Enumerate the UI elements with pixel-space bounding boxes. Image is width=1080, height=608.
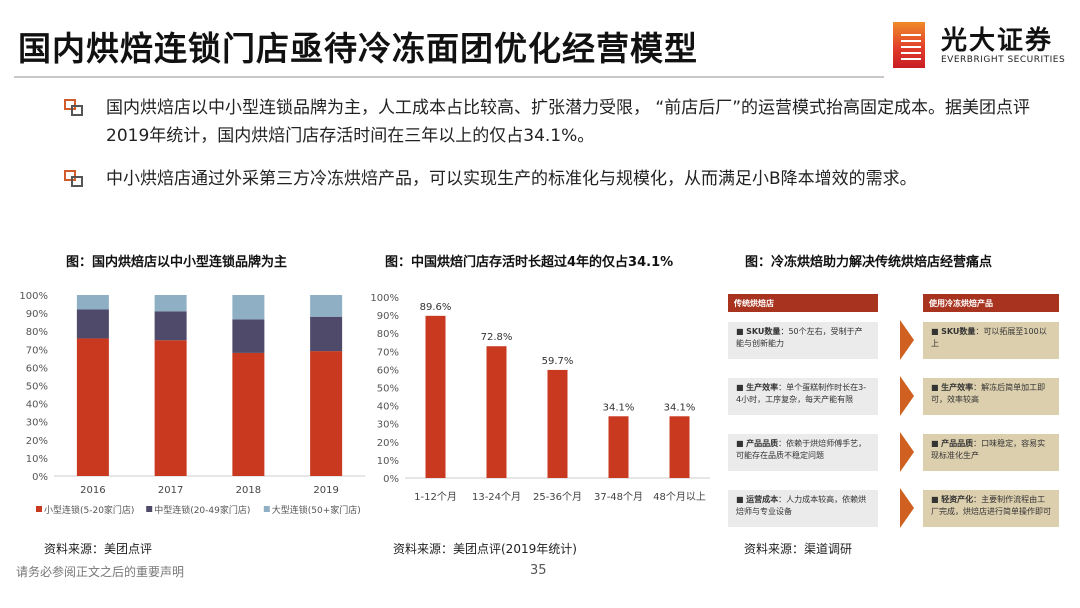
everbright-logo: 光大证券 EVERBRIGHT SECURITIES xyxy=(893,20,1073,72)
y-tick-label: 20% xyxy=(26,436,48,447)
x-tick-label: 48个月以上 xyxy=(653,491,706,503)
y-tick-label: 100% xyxy=(19,291,48,302)
frozen-point: ■ 生产效率：解冻后简单加工即可，效率较高 xyxy=(923,378,1059,415)
source-1: 资料来源：美团点评 xyxy=(44,542,153,556)
traditional-point: ■ SKU数量：50个左右，受制于产能与创新能力 xyxy=(728,322,878,359)
x-tick-label: 2019 xyxy=(313,485,338,496)
bar-segment xyxy=(154,311,187,341)
source-2: 资料来源：美团点评(2019年统计) xyxy=(393,542,577,556)
bullet-icon xyxy=(64,99,84,117)
source-3: 资料来源：渠道调研 xyxy=(744,542,853,556)
y-tick-label: 70% xyxy=(26,345,48,356)
right-header: 使用冷冻烘焙产品 xyxy=(923,294,1059,312)
legend-swatch xyxy=(263,506,270,512)
bar-segment xyxy=(76,309,109,339)
y-tick-label: 10% xyxy=(26,454,48,465)
bar xyxy=(425,315,446,478)
y-tick-label: 40% xyxy=(26,400,48,411)
page-number: 35 xyxy=(530,563,547,578)
y-tick-label: 0% xyxy=(32,472,48,483)
x-tick-label: 13-24个月 xyxy=(472,491,521,503)
bar xyxy=(669,416,690,478)
data-label: 89.6% xyxy=(420,302,452,313)
bar-chart: 0% 10% 20% 30% 40% 50% 60% 70% 80% 90% 100% 89.6% 1-… xyxy=(370,293,710,503)
chart1-title: 图：国内烘焙店以中小型连锁品牌为主 xyxy=(66,255,288,270)
disclaimer-footer: 请务必参阅正文之后的重要声明 xyxy=(16,565,185,579)
bar-segment xyxy=(76,295,109,310)
bar-segment xyxy=(310,316,343,352)
legend-label: 中型连锁(20-49家门店) xyxy=(154,504,250,516)
legend-label: 小型连锁(5-20家门店) xyxy=(44,504,134,516)
y-tick-label: 0% xyxy=(383,474,399,485)
y-tick-label: 60% xyxy=(26,363,48,374)
frozen-point: ■ 轻资产化：主要制作流程由工厂完成，烘焙店进行简单操作即可 xyxy=(923,490,1059,527)
bullet-icon xyxy=(64,170,84,188)
y-tick-label: 100% xyxy=(370,293,399,304)
bar-segment xyxy=(154,295,187,312)
frozen-point: ■ SKU数量：可以拓展至100以上 xyxy=(923,322,1059,359)
logo-mark-icon xyxy=(893,22,925,68)
diagram-title: 图：冷冻烘焙助力解决传统烘焙店经营痛点 xyxy=(745,255,993,270)
y-tick-label: 50% xyxy=(377,384,399,395)
x-tick-label: 2017 xyxy=(158,485,183,496)
legend-swatch xyxy=(36,506,42,512)
x-tick-label: 37-48个月 xyxy=(594,491,643,503)
stacked-bar-chart: 0% 10% 20% 30% 40% 50% 60% 70% 80% 90% 100% 2016 201… xyxy=(19,291,365,516)
data-label: 72.8% xyxy=(481,332,513,343)
legend-swatch xyxy=(146,506,153,512)
bar-segment xyxy=(154,340,187,476)
y-tick-label: 80% xyxy=(377,329,399,340)
y-tick-label: 80% xyxy=(26,327,48,338)
y-tick-label: 60% xyxy=(377,365,399,376)
bar-segment xyxy=(232,319,265,353)
y-tick-label: 50% xyxy=(26,382,48,393)
x-tick-label: 2018 xyxy=(236,485,261,496)
data-label: 34.1% xyxy=(664,402,696,413)
data-label: 59.7% xyxy=(542,356,574,367)
bullet-2: 中小烘焙店通过外采第三方冷冻烘焙产品，可以实现生产的标准化与规模化，从而满足小B… xyxy=(64,165,1056,193)
bar xyxy=(486,346,507,478)
pain-point-diagram: 传统烘焙店 使用冷冻烘焙产品 ■ SKU数量：50个左右，受制于产能与创新能力 ■… xyxy=(728,294,1060,528)
y-tick-label: 40% xyxy=(377,402,399,413)
y-tick-label: 30% xyxy=(26,418,48,429)
title-divider xyxy=(14,76,884,78)
chart2-title: 图：中国烘焙门店存活时长超过4年的仅占34.1% xyxy=(385,255,674,270)
bullet-1: 国内烘焙店以中小型连锁品牌为主，人工成本占比较高、扩张潜力受限， “前店后厂”的… xyxy=(64,94,1056,150)
frozen-point: ■ 产品品质：口味稳定，容易实现标准化生产 xyxy=(923,434,1059,471)
bar-segment xyxy=(232,295,265,320)
traditional-point: ■ 运营成本：人力成本较高，依赖烘焙师与专业设备 xyxy=(728,490,878,527)
y-tick-label: 90% xyxy=(377,311,399,322)
bar-segment xyxy=(310,295,343,317)
bar xyxy=(608,416,629,478)
y-tick-label: 20% xyxy=(377,438,399,449)
data-label: 34.1% xyxy=(603,402,635,413)
bar-segment xyxy=(76,338,109,476)
bar xyxy=(547,369,568,478)
arrow-right-icon xyxy=(900,488,914,528)
arrow-right-icon xyxy=(900,320,914,360)
traditional-point: ■ 生产效率：单个蛋糕制作时长在3-4小时，工序复杂，每天产能有限 xyxy=(728,378,878,415)
bar-segment xyxy=(310,351,343,476)
y-tick-label: 30% xyxy=(377,420,399,431)
traditional-point: ■ 产品品质：依赖于烘焙师傅手艺，可能存在品质不稳定问题 xyxy=(728,434,878,471)
y-tick-label: 70% xyxy=(377,347,399,358)
x-tick-label: 1-12个月 xyxy=(414,491,457,503)
arrow-right-icon xyxy=(900,432,914,472)
y-tick-label: 10% xyxy=(377,456,399,467)
x-tick-label: 25-36个月 xyxy=(533,491,582,503)
arrow-right-icon xyxy=(900,376,914,416)
x-tick-label: 2016 xyxy=(80,485,105,496)
y-tick-label: 90% xyxy=(26,309,48,320)
legend-label: 大型连锁(50+家门店) xyxy=(272,504,361,516)
logo-cn: 光大证券 xyxy=(941,26,1054,56)
bar-segment xyxy=(232,352,265,476)
logo-en: EVERBRIGHT SECURITIES xyxy=(941,55,1066,65)
page-title: 国内烘焙连锁门店亟待冷冻面团优化经营模型 xyxy=(18,29,698,68)
left-header: 传统烘焙店 xyxy=(728,294,878,312)
